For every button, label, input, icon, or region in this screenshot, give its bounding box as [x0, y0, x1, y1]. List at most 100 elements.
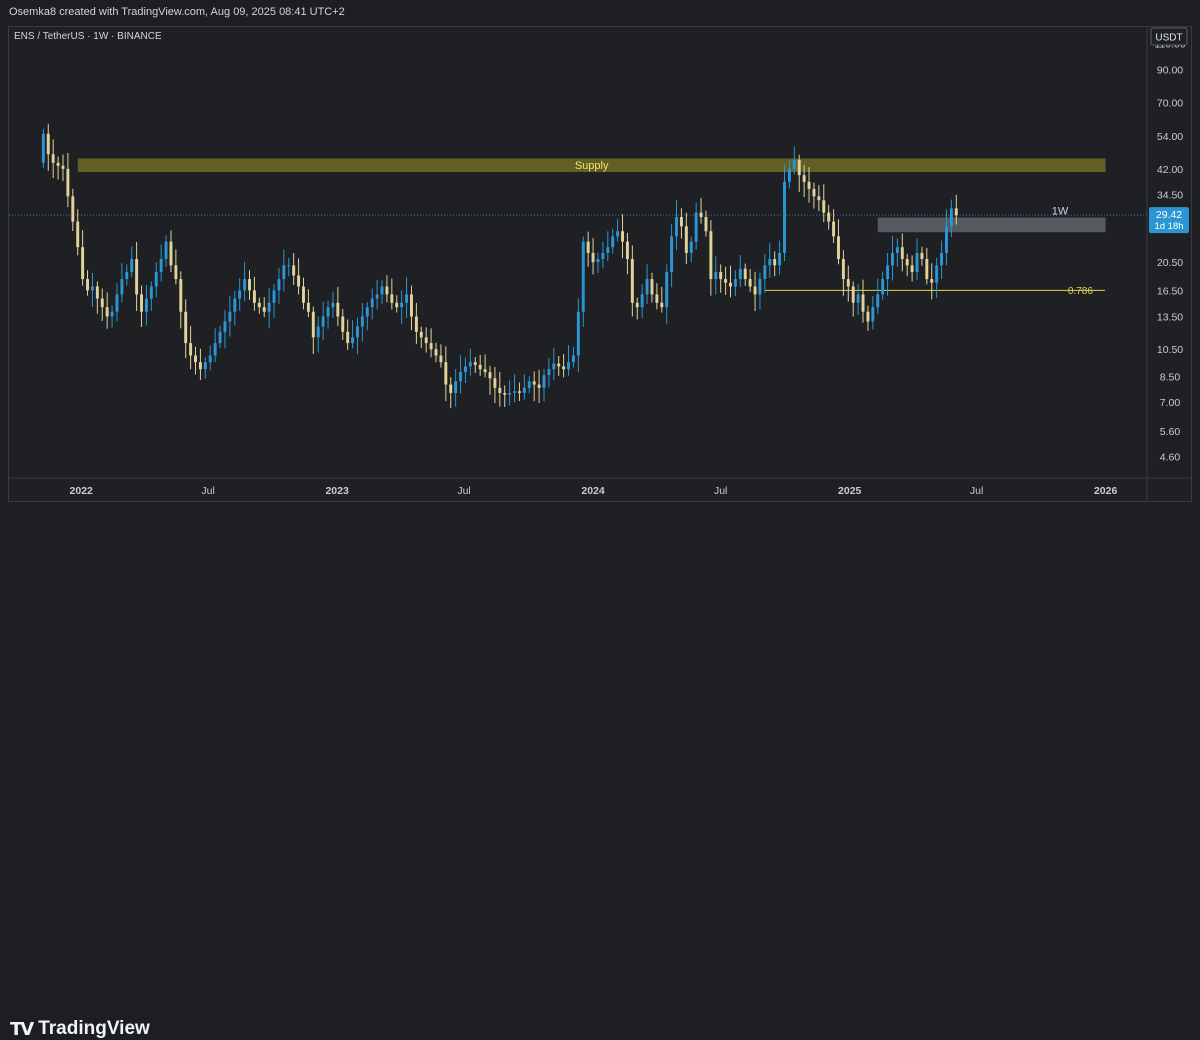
time-tick-label: 2026	[1094, 485, 1118, 497]
candle-body	[851, 286, 855, 303]
candle-body	[71, 196, 75, 222]
price-chart[interactable]: ENS / TetherUS · 1W · BINANCE110.0090.00…	[0, 0, 1200, 502]
candle-body	[218, 331, 222, 344]
candle-body	[645, 279, 649, 295]
brand-name: TradingView	[38, 1018, 150, 1039]
candle-body	[272, 290, 276, 303]
candle-body	[419, 331, 423, 338]
candle-body	[277, 279, 281, 291]
fib-level-label: 0.786	[1068, 286, 1093, 297]
candle-body	[616, 231, 620, 237]
candle-body	[356, 326, 359, 338]
price-tick-label: 16.50	[1157, 285, 1183, 297]
candle-body	[586, 241, 590, 253]
price-tick-label: 10.50	[1157, 344, 1183, 356]
candle-body	[689, 241, 693, 253]
candle-body	[601, 252, 605, 260]
candle-body	[213, 343, 217, 356]
candle-body	[331, 302, 335, 308]
candle-body	[233, 298, 237, 312]
candle-body	[655, 294, 659, 303]
candle-body	[488, 372, 492, 379]
candle-body	[591, 252, 595, 263]
candle-body	[454, 381, 458, 393]
current-price-value: 29.42	[1156, 209, 1182, 221]
author-credit: Osemka8 created with TradingView.com, Au…	[9, 6, 345, 18]
candle-body	[81, 247, 85, 280]
price-tick-label: 70.00	[1157, 97, 1183, 109]
candle-body	[248, 279, 251, 291]
candle-body	[768, 259, 772, 266]
candle-body	[164, 241, 168, 260]
candle-body	[444, 362, 448, 385]
candle-body	[709, 231, 713, 280]
candle-body	[189, 343, 193, 356]
candle-body	[292, 265, 296, 276]
candle-body	[194, 355, 197, 363]
candle-body	[395, 302, 399, 308]
weekly-zone-label: 1W	[1052, 205, 1069, 217]
candle-body	[243, 279, 247, 291]
candle-body	[360, 316, 364, 327]
candle-body	[483, 369, 487, 373]
candle-body	[812, 188, 816, 197]
price-tick-label: 7.00	[1160, 397, 1181, 409]
candle-body	[498, 387, 502, 393]
candle-body	[900, 247, 904, 260]
candle-body	[748, 279, 752, 287]
candle-body	[252, 290, 256, 303]
candle-body	[174, 265, 178, 280]
candle-body	[891, 252, 894, 266]
candle-body	[881, 279, 885, 295]
candle-body	[184, 311, 188, 344]
candle-body	[326, 307, 330, 317]
candle-body	[267, 302, 271, 312]
candle-body	[459, 372, 463, 382]
candle-body	[783, 181, 786, 253]
price-tick-label: 4.60	[1160, 452, 1181, 464]
candle-body	[665, 272, 669, 308]
candle-body	[910, 265, 914, 273]
current-price-badge	[1149, 207, 1189, 234]
candle-body	[547, 369, 551, 376]
candle-body	[351, 337, 355, 344]
footer: TV TradingView	[0, 502, 1200, 1040]
candle-body	[223, 321, 227, 332]
candle-body	[753, 286, 757, 295]
candle-body	[86, 279, 90, 291]
price-tick-label: 42.00	[1157, 164, 1183, 176]
candle-body	[61, 165, 65, 169]
time-tick-label: Jul	[970, 485, 983, 497]
candle-body	[517, 391, 521, 393]
candle-body	[940, 252, 944, 266]
candle-body	[527, 381, 531, 388]
time-tick-label: Jul	[201, 485, 214, 497]
chart-symbol-title: ENS / TetherUS · 1W · BINANCE	[14, 31, 162, 42]
candle-body	[871, 307, 875, 322]
candle-body	[856, 294, 860, 303]
price-tick-label: 54.00	[1157, 131, 1183, 143]
candle-body	[925, 259, 929, 280]
price-tick-label: 13.50	[1157, 311, 1183, 323]
candle-body	[758, 279, 762, 295]
candle-body	[832, 221, 836, 237]
candle-body	[861, 294, 865, 312]
candle-body	[763, 265, 767, 280]
candle-body	[66, 168, 70, 197]
candle-body	[154, 272, 158, 287]
candle-body	[581, 241, 585, 312]
candle-body	[41, 133, 45, 163]
candle-body	[625, 241, 629, 260]
candle-body	[306, 302, 310, 312]
candle-body	[56, 162, 60, 166]
candle-body	[169, 241, 173, 266]
candle-body	[409, 294, 413, 317]
time-tick-label: Jul	[714, 485, 727, 497]
candle-body	[238, 290, 242, 299]
candle-body	[262, 307, 266, 312]
time-tick-label: 2022	[70, 485, 94, 497]
candle-body	[140, 294, 143, 312]
candle-body	[321, 316, 325, 327]
candle-body	[787, 168, 791, 182]
tradingview-logo[interactable]: TV TradingView	[10, 1018, 150, 1040]
